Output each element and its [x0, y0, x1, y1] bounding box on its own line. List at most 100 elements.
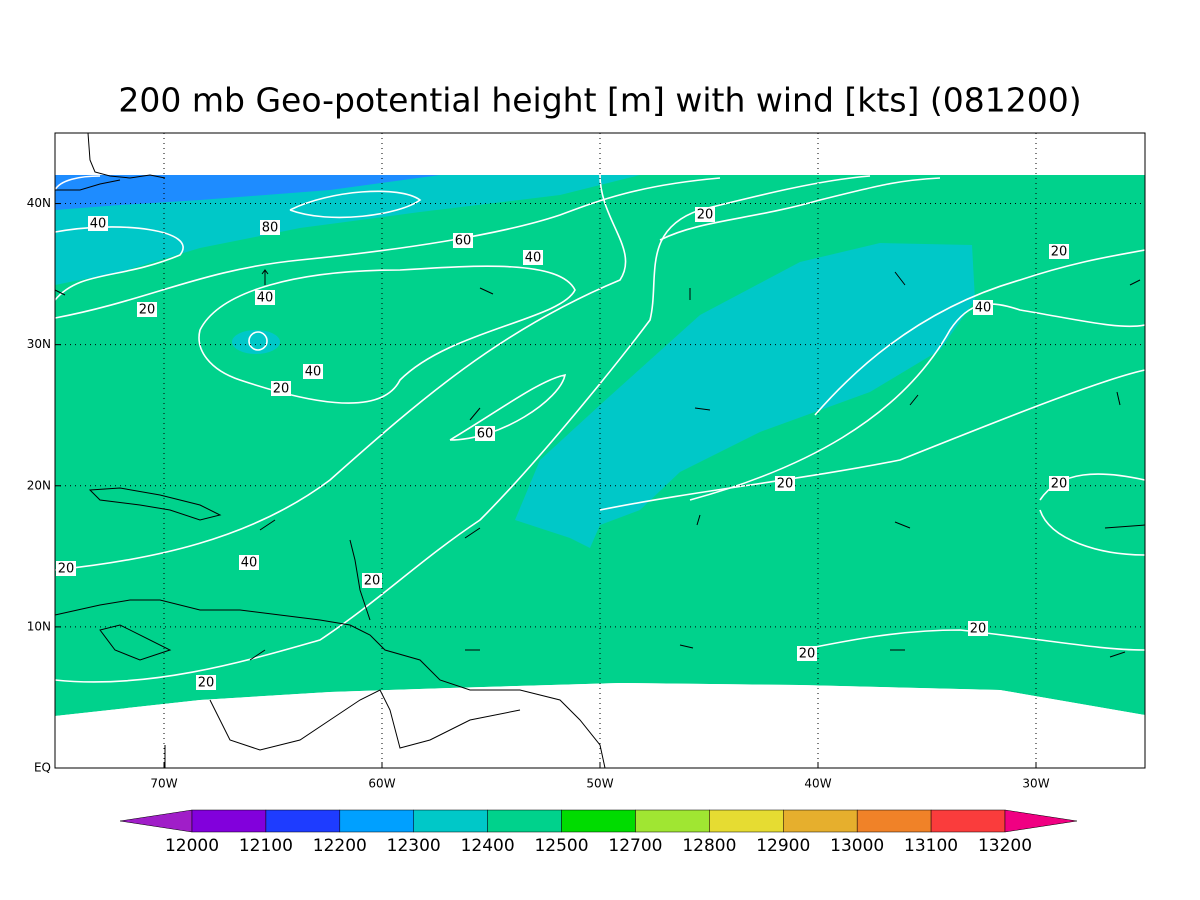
contour-line [198, 265, 576, 404]
contour-line [248, 331, 268, 351]
coastline [54, 599, 606, 769]
no-data-region [55, 683, 1145, 768]
contour-label: 20 [58, 562, 75, 577]
x-tick-label: 60W [368, 777, 395, 791]
colorbar-box [709, 809, 784, 833]
contour-label-box [137, 302, 157, 317]
contour-line [599, 369, 1146, 511]
contour-label: 20 [364, 574, 381, 589]
contour-label: 40 [241, 556, 258, 571]
contour-label-box [523, 250, 543, 265]
colorbar-label: 12200 [313, 836, 367, 856]
colorbar-box [561, 809, 636, 833]
colorbar-label: 12900 [756, 836, 810, 856]
colorbar-box [413, 809, 488, 833]
contour-label-box [260, 220, 280, 235]
colorbar-label: 13200 [978, 836, 1032, 856]
contour-label: 20 [139, 303, 156, 318]
contour-line [54, 174, 627, 571]
contour-line [54, 177, 721, 319]
contour-line [54, 175, 101, 191]
colorbar-box [856, 809, 932, 833]
colorbar-box [635, 809, 710, 833]
contour-label-box [797, 646, 817, 661]
fill-cyan-blob [515, 243, 975, 548]
contour-label: 40 [305, 365, 322, 380]
contour-label-box [255, 290, 275, 305]
colorbar-label: 12500 [534, 836, 588, 856]
contour-label-box [1049, 476, 1069, 491]
colorbar-box [265, 809, 341, 833]
contour-label: 20 [799, 647, 816, 662]
contour-line [659, 177, 941, 241]
coastline [164, 539, 371, 768]
contour-line [54, 226, 184, 301]
colorbar-triangle [119, 809, 193, 833]
y-tick-label: 30N [27, 337, 51, 351]
coastline [88, 487, 222, 521]
x-tick-label: 70W [150, 777, 177, 791]
colorbar-label: 12800 [682, 836, 736, 856]
y-tick-label: 20N [27, 478, 51, 492]
contour-label-box [239, 555, 259, 570]
contour-line [289, 190, 422, 219]
contour-label: 40 [90, 217, 107, 232]
fill-cyan-low [232, 330, 280, 354]
contour-label-box [968, 621, 988, 636]
contour-label: 60 [477, 427, 494, 442]
contour-label: 40 [525, 251, 542, 266]
coastline [99, 624, 521, 751]
wind-arrow [54, 269, 1146, 661]
x-tick-label: 30W [1022, 777, 1049, 791]
contour-label: 60 [455, 234, 472, 249]
contour-label-box [695, 207, 715, 222]
colorbar-label: 12400 [461, 836, 515, 856]
contour-label: 80 [262, 221, 279, 236]
colorbar-label: 12000 [165, 836, 219, 856]
contour-label-box [1049, 244, 1069, 259]
contour-line [1039, 473, 1146, 556]
y-tick-label: EQ [34, 761, 51, 775]
contour-label-box [271, 381, 291, 396]
y-tick-label: 40N [27, 196, 51, 210]
colorbar-triangle [1004, 809, 1078, 833]
contour-label: 40 [975, 301, 992, 316]
contour-label: 20 [198, 676, 215, 691]
contour-label-box [196, 675, 216, 690]
contour-line [814, 249, 1146, 416]
contour-label: 20 [1051, 245, 1068, 260]
y-tick-label: 10N [27, 619, 51, 633]
contour-label: 40 [257, 291, 274, 306]
contour-label-box [453, 233, 473, 248]
map-area [54, 132, 1146, 769]
contour-label-box [362, 573, 382, 588]
contour-line [689, 303, 1146, 501]
colorbar-box [339, 809, 414, 833]
contour-label: 20 [970, 622, 987, 637]
contour-label: 20 [273, 382, 290, 397]
x-tick-label: 40W [804, 777, 831, 791]
coastline [55, 132, 166, 191]
contour-label-box [56, 561, 76, 576]
colorbar-box [783, 809, 858, 833]
contour-label: 20 [697, 208, 714, 223]
colorbar-label: 13000 [830, 836, 884, 856]
contour-label-box [973, 300, 993, 315]
fill-cyan [55, 175, 640, 285]
contour-label: 20 [1051, 477, 1068, 492]
contour-line [449, 373, 567, 441]
fill-blue [55, 175, 440, 210]
contour-line [799, 629, 1146, 651]
colorbar-label: 13100 [904, 836, 958, 856]
title: 200 mb Geo-potential height [m] with win… [118, 81, 1081, 120]
contour-label-box [88, 216, 108, 231]
colorbar-label: 12300 [387, 836, 441, 856]
x-tick-label: 50W [586, 777, 613, 791]
contour-label-box [475, 426, 495, 441]
contour-label-box [303, 364, 323, 379]
colorbar-label: 12700 [608, 836, 662, 856]
contour-label: 20 [777, 477, 794, 492]
colorbar-box [191, 809, 267, 833]
colorbar-box [487, 809, 562, 833]
